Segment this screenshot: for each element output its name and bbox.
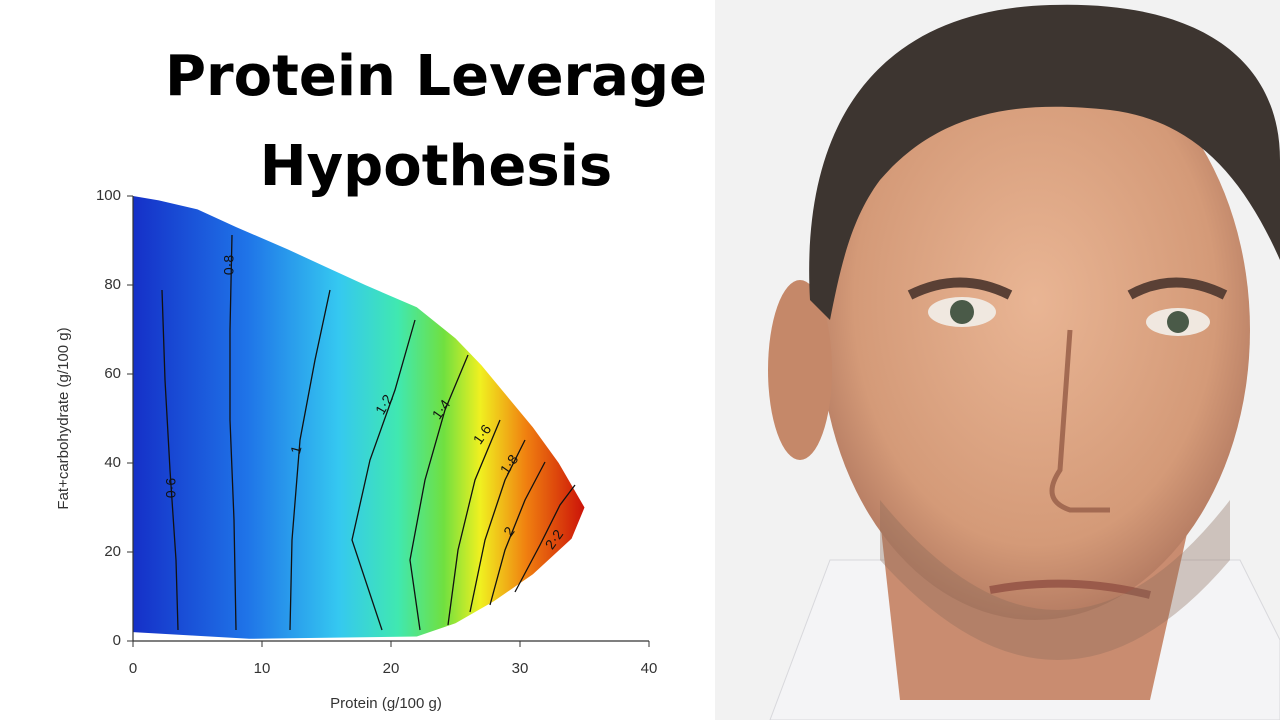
- contour-chart: 0·60·811·2 1·41·61·82 2·20 10 20 30 4002040608…: [55, 187, 657, 712]
- x-tick-label: 30: [512, 660, 529, 677]
- contour-line: [469, 439, 526, 613]
- contour-line: [351, 319, 416, 631]
- contour-label: 0·6: [163, 478, 179, 498]
- hair: [809, 4, 1280, 320]
- y-tick-label: 20: [104, 543, 121, 560]
- contour-line: [514, 484, 576, 593]
- eyebrow: [1127, 277, 1228, 300]
- y-tick-label: 100: [96, 187, 121, 204]
- portrait-photo: [715, 0, 1280, 720]
- y-tick-label: 0: [113, 632, 121, 649]
- eyebrow: [907, 277, 1013, 300]
- y-tick-label: 60: [104, 365, 121, 382]
- x-axis-label: Protein (g/100 g): [330, 695, 442, 712]
- stubble: [880, 500, 1230, 660]
- face: [820, 40, 1250, 620]
- contour-label: 1: [287, 444, 305, 456]
- x-tick-label: 0: [129, 660, 137, 677]
- title-line: Protein Leverage: [165, 44, 707, 109]
- nose: [1049, 329, 1110, 513]
- response-surface: [133, 196, 585, 639]
- title-line: Hypothesis: [260, 134, 612, 199]
- contour-line: [409, 354, 469, 631]
- contour-line: [161, 289, 179, 631]
- y-tick-label: 40: [104, 454, 121, 471]
- contour-line: [489, 461, 546, 606]
- x-tick-label: 20: [383, 660, 400, 677]
- contour-line: [229, 234, 237, 631]
- contour-line: [447, 419, 501, 626]
- y-axis-label: Fat+carbohydrate (g/100 g): [55, 327, 72, 509]
- x-tick-label: 40: [641, 660, 658, 677]
- y-tick-label: 80: [104, 276, 121, 293]
- iris: [1167, 311, 1189, 333]
- mouth: [989, 579, 1151, 599]
- contour-line: [289, 289, 331, 631]
- ear: [768, 280, 832, 460]
- x-tick-label: 10: [254, 660, 271, 677]
- contour-label: 0·8: [221, 255, 237, 275]
- iris: [950, 300, 974, 324]
